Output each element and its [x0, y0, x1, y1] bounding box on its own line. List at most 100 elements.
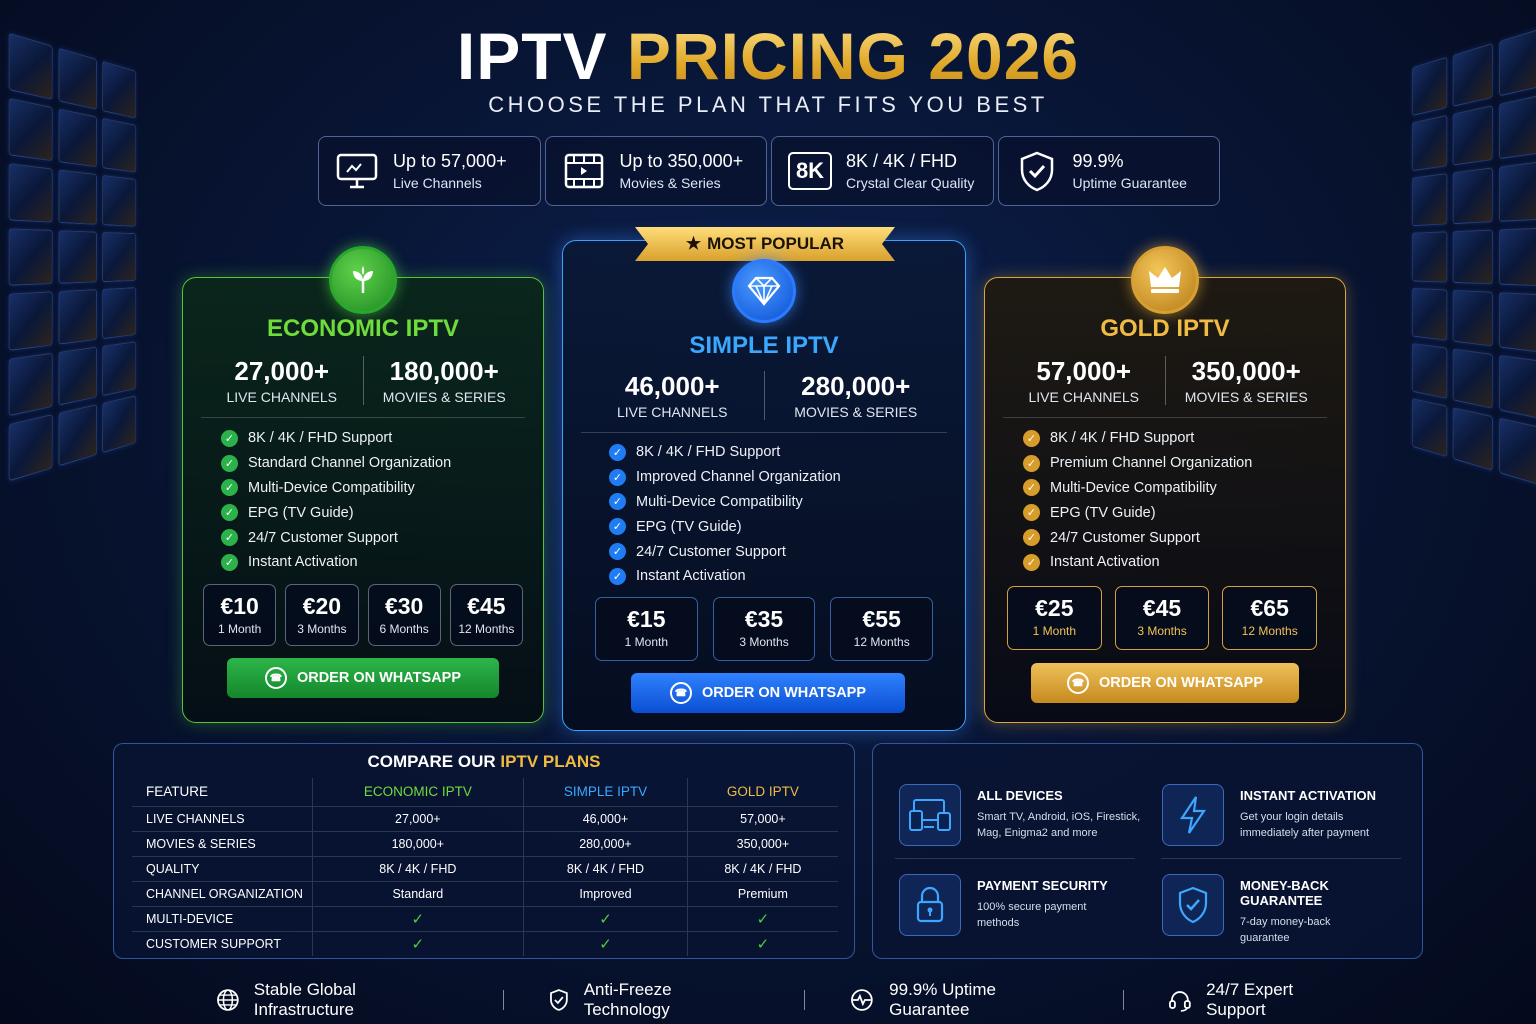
tv-tile: [59, 169, 97, 224]
channels-label: LIVE CHANNELS: [1003, 389, 1165, 405]
feature-text: 8K / 4K / FHD Support: [248, 430, 392, 446]
feature-text: EPG (TV Guide): [636, 519, 742, 535]
feature-text: 8K / 4K / FHD Support: [636, 444, 780, 460]
list-item: ✓ 24/7 Customer Support: [221, 525, 451, 550]
footer-strip: Stable Global Infrastructure Anti-Freeze…: [216, 980, 1356, 1020]
check-icon: ✓: [221, 455, 238, 472]
footer-label: Stable Global Infrastructure: [254, 980, 459, 1020]
feature-text: Premium Channel Organization: [1050, 455, 1252, 471]
table-cell: QUALITY: [132, 856, 312, 881]
whatsapp-icon: ☎: [1067, 672, 1089, 694]
check-icon: ✓: [1023, 455, 1040, 472]
price-option[interactable]: €25 1 Month: [1007, 586, 1102, 650]
benefit-all-devices: ALL DEVICES Smart TV, Android, iOS, Fires…: [899, 784, 1149, 864]
price-option[interactable]: €30 6 Months: [368, 584, 441, 646]
price-option[interactable]: €55 12 Months: [830, 597, 933, 661]
table-cell: Standard: [312, 881, 524, 906]
benefit-desc-line: 7-day money-back: [1240, 916, 1331, 928]
stat-value: Up to 57,000+: [393, 151, 507, 172]
price-option[interactable]: €20 3 Months: [285, 584, 358, 646]
movies-count: 180,000+: [364, 356, 526, 387]
movies-label: MOVIES & SERIES: [765, 404, 948, 420]
benefit-title: INSTANT ACTIVATION: [1240, 788, 1376, 803]
list-item: ✓ EPG (TV Guide): [1023, 500, 1252, 525]
check-icon: ✓: [221, 504, 238, 521]
table-cell: 8K / 4K / FHD: [524, 856, 688, 881]
price-amount: €20: [286, 593, 357, 620]
price-option[interactable]: €10 1 Month: [203, 584, 276, 646]
plan-counts: 27,000+ LIVE CHANNELS 180,000+ MOVIES & SE…: [201, 356, 525, 418]
price-option[interactable]: €65 12 Months: [1222, 586, 1317, 650]
feature-text: Standard Channel Organization: [248, 455, 451, 471]
benefit-payment-security: PAYMENT SECURITY 100% secure payment metho…: [899, 874, 1149, 954]
table-cell: MULTI-DEVICE: [132, 906, 312, 931]
check-icon: ✓: [609, 493, 626, 510]
feature-list: ✓ 8K / 4K / FHD Support ✓ Standard Channel…: [221, 426, 451, 575]
price-amount: €55: [831, 606, 932, 633]
compare-title: COMPARE OUR IPTV PLANS: [114, 752, 854, 772]
order-whatsapp-button-gold[interactable]: ☎ ORDER ON WHATSAPP: [1031, 663, 1299, 703]
list-item: ✓ EPG (TV Guide): [609, 514, 841, 539]
divider: [895, 858, 1135, 859]
divider: [1123, 990, 1124, 1010]
benefit-desc-line: guarantee: [1240, 932, 1290, 944]
order-label: ORDER ON WHATSAPP: [702, 685, 866, 701]
list-item: ✓ Instant Activation: [1023, 550, 1252, 575]
channels-count: 46,000+: [581, 371, 764, 402]
film-icon: [562, 151, 606, 191]
price-option[interactable]: €45 3 Months: [1115, 586, 1210, 650]
price-amount: €10: [204, 593, 275, 620]
channels-label: LIVE CHANNELS: [581, 404, 764, 420]
plan-name: SIMPLE IPTV: [563, 332, 965, 360]
table-row: LIVE CHANNELS 27,000+ 46,000+ 57,000+: [132, 806, 838, 831]
tv-tile: [1499, 161, 1536, 222]
feature-text: Multi-Device Compatibility: [636, 494, 803, 510]
column-header: SIMPLE IPTV: [524, 778, 688, 806]
price-option[interactable]: €45 12 Months: [450, 584, 523, 646]
tv-tile: [59, 289, 97, 344]
price-amount: €15: [596, 606, 697, 633]
price-period: 1 Month: [596, 635, 697, 649]
stat-label: Uptime Guarantee: [1073, 175, 1187, 191]
price-amount: €65: [1223, 595, 1316, 622]
footer-item: 24/7 Expert Support: [1168, 980, 1356, 1020]
order-whatsapp-button-economic[interactable]: ☎ ORDER ON WHATSAPP: [227, 658, 499, 698]
list-item: ✓ 24/7 Customer Support: [1023, 525, 1252, 550]
check-icon: ✓: [609, 469, 626, 486]
price-period: 3 Months: [1116, 624, 1209, 638]
column-header: ECONOMIC IPTV: [312, 778, 524, 806]
price-option[interactable]: €15 1 Month: [595, 597, 698, 661]
table-row: QUALITY 8K / 4K / FHD 8K / 4K / FHD 8K / 4K…: [132, 856, 838, 881]
plan-card-gold: GOLD IPTV 57,000+ LIVE CHANNELS 350,000+ M…: [984, 277, 1346, 723]
tv-tile: [1499, 355, 1536, 420]
tv-tile: [1453, 230, 1493, 285]
check-icon: ✓: [609, 543, 626, 560]
price-option[interactable]: €35 3 Months: [713, 597, 816, 661]
leaf-icon: [329, 246, 397, 314]
title-gold: PRICING 2026: [627, 19, 1079, 93]
plan-card-economic: ECONOMIC IPTV 27,000+ LIVE CHANNELS 180,0…: [182, 277, 544, 723]
feature-text: 24/7 Customer Support: [248, 530, 398, 546]
list-item: ✓ EPG (TV Guide): [221, 500, 451, 525]
tv-tile: [1499, 292, 1536, 353]
tv-tile: [1499, 228, 1536, 287]
channels-count: 27,000+: [201, 356, 363, 387]
devices-icon: [899, 784, 961, 846]
check-icon: ✓: [312, 931, 524, 956]
benefit-desc-line: immediately after payment: [1240, 827, 1369, 839]
tv-tile: [102, 232, 136, 282]
benefit-desc-line: 100% secure payment: [977, 901, 1086, 913]
stat-label: Movies & Series: [620, 175, 744, 191]
table-cell: LIVE CHANNELS: [132, 806, 312, 831]
price-options: €15 1 Month €35 3 Months €55 12 Months: [595, 597, 933, 661]
table-cell: 27,000+: [312, 806, 524, 831]
table-cell: 280,000+: [524, 831, 688, 856]
tv-tile: [1453, 167, 1493, 224]
star-icon: ★: [686, 234, 701, 254]
crown-icon: [1131, 246, 1199, 314]
benefit-desc: 7-day money-back guarantee: [1240, 914, 1412, 946]
stat-quality: 8K 8K / 4K / FHD Crystal Clear Quality: [771, 136, 994, 206]
order-whatsapp-button-simple[interactable]: ☎ ORDER ON WHATSAPP: [631, 673, 905, 713]
check-icon: ✓: [524, 931, 688, 956]
footer-label: 24/7 Expert Support: [1206, 980, 1356, 1020]
